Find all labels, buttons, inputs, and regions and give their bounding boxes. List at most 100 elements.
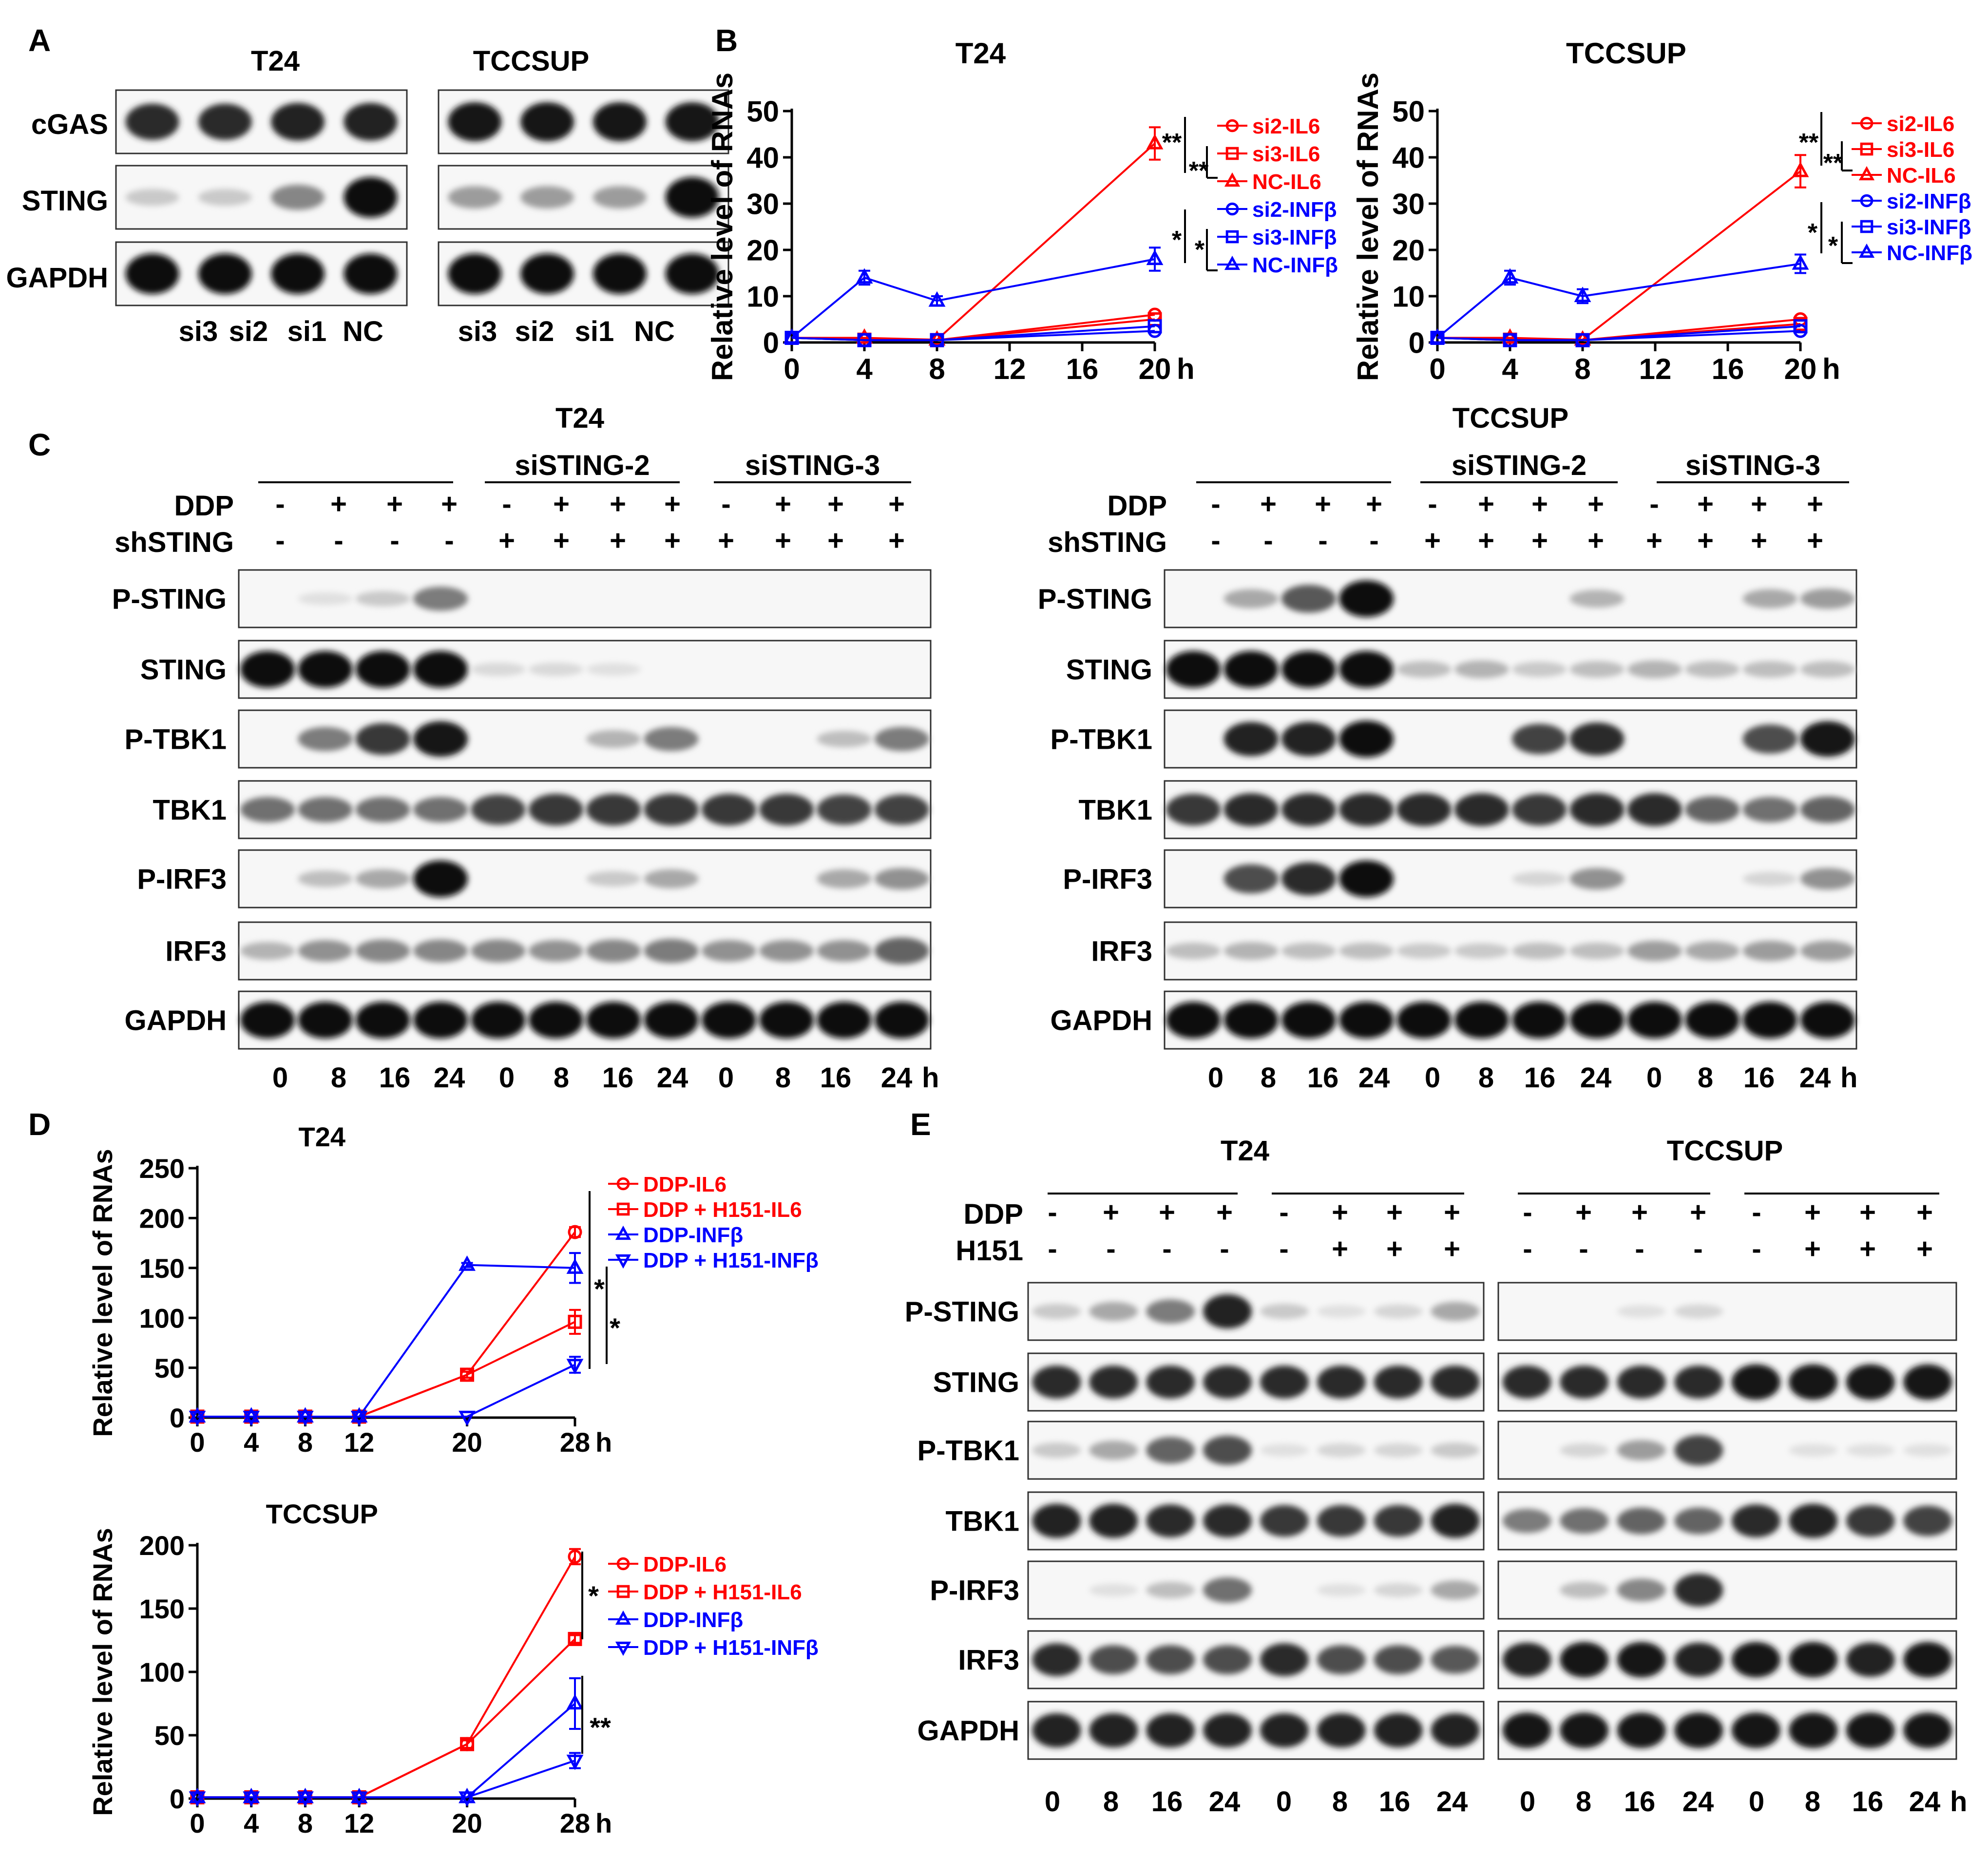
y-tick-label: 50 [154,1353,185,1384]
marker-triangle-up [1501,268,1519,284]
blot-band [1396,943,1452,959]
x-tick-label: 8 [1574,353,1590,385]
blot-strip-tccsup-p-tbk1 [1497,1421,1957,1480]
panel-label-d: D [28,1107,51,1142]
significance-star: ** [1189,157,1209,185]
treatment-sign: + [1315,488,1331,520]
blot-strip-tccsup-p-sting [1164,569,1857,628]
treatment-sign: + [1424,525,1441,556]
blot-label: P-STING [905,1296,1019,1327]
treatment-sign: - [1369,525,1378,556]
blot-band [586,939,641,963]
panel-label-e: E [910,1107,931,1142]
blot-band [1223,793,1279,826]
x-tick-label: 12 [1639,353,1672,385]
blot-label: STING [140,654,227,685]
blot-band [1800,721,1855,757]
panel-a-title-tccsup: TCCSUP [473,45,589,77]
blot-band [1281,793,1336,826]
chart-title: T24 [299,1121,346,1152]
blot-band [528,794,583,826]
blot-band [1203,1577,1252,1603]
y-tick-label: 150 [139,1253,185,1284]
panel-c: T24 siSTING-2 siSTING-3 DDP - + + + - + + + - + + + shST… [112,402,1858,1094]
panel-a-row-labels: cGAS STING GAPDH [6,109,108,294]
blot-band [1431,1442,1480,1458]
blot-band [1146,1645,1195,1674]
marker-triangle-down [615,1641,631,1656]
blot-band [1846,1505,1895,1537]
blot-band [874,794,929,825]
treatment-sign: + [775,525,791,556]
blot-band [1903,1642,1952,1678]
timepoint-label: 8 [1261,1062,1276,1094]
marker-triangle-up [928,330,946,346]
blot-band [1032,1365,1081,1399]
blot-band [298,651,353,688]
blot-strip-t24-p-tbk1 [238,709,932,769]
blot-band [1560,1582,1609,1598]
treatment-sign: - [1263,525,1273,556]
blot-band [1512,943,1567,959]
blot-band [1281,651,1336,688]
blot-band [1317,1583,1366,1597]
x-tick-label: 4 [244,1427,259,1458]
blot-band [1281,862,1336,895]
x-tick-label: 4 [244,1808,259,1839]
blot-label: IRF3 [165,935,227,967]
blot-band [701,794,756,826]
panel-c-title: TCCSUP [1453,402,1568,434]
x-tick-label: 20 [452,1427,482,1458]
marker-circle [1860,194,1873,208]
blot-band [298,871,353,887]
timepoint-label: 0 [499,1062,515,1094]
blot-band [1339,793,1394,826]
blot-band [1146,1504,1195,1537]
x-tick-label: 0 [784,353,800,385]
blot-band [586,1002,641,1039]
y-axis-label: Relative level of RNAs [87,1149,118,1437]
timepoint-label: 8 [1805,1786,1820,1818]
blot-frame [1164,640,1857,699]
marker-triangle-down [189,1791,206,1807]
legend-label: DDP + H151-INFβ [643,1636,819,1660]
blot-band [1317,1443,1366,1458]
blot-band [413,939,468,963]
legend-label: NC-INFβ [1252,253,1338,277]
blot-band [1674,1574,1723,1607]
blot-frame [238,640,932,699]
treatment-sign: + [1332,1196,1348,1228]
legend-entry-si2-il6: si2-IL6 [1852,112,1954,136]
treatment-sign: + [1531,488,1548,520]
blot-band [1674,1642,1723,1677]
timepoint-label: 0 [718,1062,734,1094]
treatment-sign: + [888,488,905,520]
x-tick-label: 0 [190,1808,205,1839]
series-line [1436,263,1801,339]
blot-band [1223,721,1279,757]
x-tick-label: 4 [1502,353,1518,385]
marker-square [1793,319,1808,334]
blot-band [1203,1645,1252,1674]
blot-band [1627,1002,1682,1039]
blot-band [1032,1442,1081,1458]
legend: si2-IL6si3-IL6NC-IL6si2-INFβsi3-INFβNC-I… [1852,112,1972,265]
y-axis-label: Relative level of RNAs [1352,73,1384,381]
blot-label: STING [933,1366,1019,1398]
blot-band [586,663,641,676]
treatment-sign: + [1631,1196,1648,1228]
marker-triangle-up [928,291,946,307]
legend-label: si2-IL6 [1887,112,1954,136]
treatment-sign: + [610,488,626,520]
x-tick-label: 8 [929,353,945,385]
marker-square [460,1737,475,1751]
legend-label: DDP-INFβ [643,1223,743,1247]
treatment-sign: + [1444,1196,1460,1228]
blot-band [355,723,410,755]
treatment-label: shSTING [1048,527,1167,558]
timepoint-label: 0 [1425,1062,1440,1094]
treatment-sign: + [1587,525,1604,556]
legend-entry-nc-inf: NC-INFβ [1217,253,1338,277]
marker-circle [1225,119,1239,133]
